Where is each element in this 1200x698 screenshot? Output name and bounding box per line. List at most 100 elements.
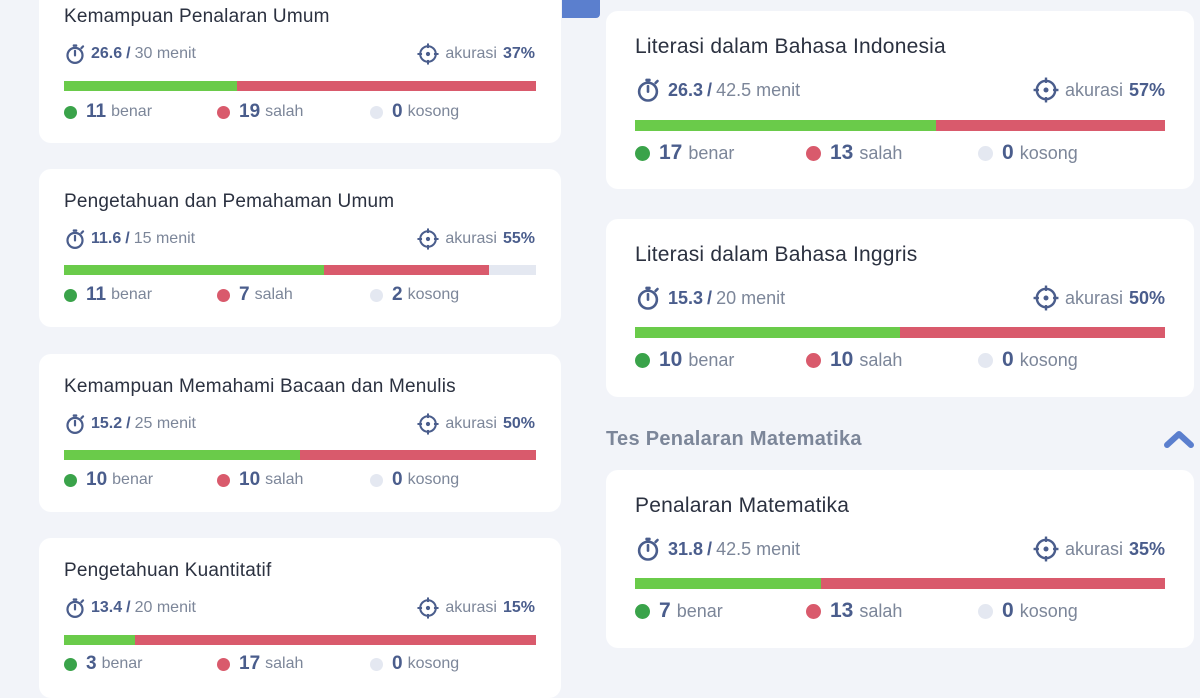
time-row: 26.6 / 30 menit xyxy=(64,43,196,65)
time-row: 15.3 / 20 menit xyxy=(635,285,785,311)
bar-correct-segment xyxy=(64,450,300,460)
time-separator: / xyxy=(126,599,131,616)
legend-empty: 0 kosong xyxy=(978,141,1078,165)
legend-wrong: 17 salah xyxy=(217,653,303,675)
subtest-card-literasi-inggris[interactable]: Literasi dalam Bahasa Inggris 15.3 / 20 … xyxy=(606,219,1194,397)
correct-label: benar xyxy=(111,286,153,303)
empty-dot xyxy=(370,657,383,671)
correct-dot xyxy=(64,657,77,671)
time-spent: 15.2 xyxy=(91,415,123,432)
stopwatch-icon xyxy=(64,228,86,250)
empty-label: kosong xyxy=(1019,349,1078,370)
legend-empty: 0 kosong xyxy=(370,653,459,675)
accuracy-label: akurasi xyxy=(1064,287,1123,308)
bar-correct-segment xyxy=(64,265,324,275)
time-spent: 11.6 xyxy=(91,230,122,247)
wrong-dot xyxy=(806,352,821,368)
empty-dot xyxy=(978,603,993,619)
legend-wrong: 13 salah xyxy=(806,599,902,623)
time-limit: 25 menit xyxy=(134,415,196,432)
progress-bar xyxy=(64,450,536,460)
accuracy-label: akurasi xyxy=(445,45,497,62)
correct-count: 11 xyxy=(86,284,107,305)
wrong-label: salah xyxy=(859,349,903,370)
wrong-label: salah xyxy=(254,286,293,303)
bar-correct-segment xyxy=(64,635,135,645)
wrong-label: salah xyxy=(859,600,903,621)
chevron-up-icon[interactable] xyxy=(1162,428,1196,450)
time-row: 26.3 / 42.5 menit xyxy=(635,77,800,103)
accuracy-label: akurasi xyxy=(445,599,497,616)
time-row: 31.8 / 42.5 menit xyxy=(635,536,800,562)
empty-label: kosong xyxy=(1019,142,1078,163)
accuracy-value: 35% xyxy=(1128,538,1165,559)
legend-wrong: 10 salah xyxy=(217,469,303,491)
wrong-label: salah xyxy=(265,471,304,488)
subtest-card-penalaran-matematika[interactable]: Penalaran Matematika 31.8 / 42.5 menit a… xyxy=(606,470,1194,648)
section-title: Tes Penalaran Matematika xyxy=(606,428,862,450)
crosshair-target-icon xyxy=(1033,285,1059,311)
accuracy-row: akurasi 15% xyxy=(417,597,535,619)
time-spent: 26.3 xyxy=(668,79,704,100)
progress-bar xyxy=(635,578,1165,589)
time-limit: 42.5 menit xyxy=(716,538,801,559)
time-limit: 42.5 menit xyxy=(716,79,801,100)
progress-bar xyxy=(64,265,536,275)
subtest-card-literasi-indonesia[interactable]: Literasi dalam Bahasa Indonesia 26.3 / 4… xyxy=(606,11,1194,189)
progress-bar xyxy=(635,120,1165,131)
accuracy-value: 15% xyxy=(502,599,535,616)
empty-dot xyxy=(370,288,383,302)
bar-wrong-segment xyxy=(134,635,536,645)
legend-empty: 0 kosong xyxy=(370,469,459,491)
correct-label: benar xyxy=(111,103,153,120)
crosshair-target-icon xyxy=(417,597,439,619)
time-limit: 15 menit xyxy=(133,230,196,247)
accuracy-label: akurasi xyxy=(1064,79,1123,100)
correct-label: benar xyxy=(101,655,143,672)
accuracy-value: 55% xyxy=(502,230,535,247)
wrong-dot xyxy=(217,657,230,671)
time-separator: / xyxy=(126,45,131,62)
bar-wrong-segment xyxy=(323,265,489,275)
subtest-card-penalaran-umum[interactable]: Kemampuan Penalaran Umum 26.6 / 30 menit… xyxy=(39,0,561,143)
legend-wrong: 19 salah xyxy=(217,101,303,123)
correct-label: benar xyxy=(688,349,735,370)
wrong-count: 7 xyxy=(239,284,250,305)
correct-dot xyxy=(635,352,650,368)
wrong-dot xyxy=(806,145,821,161)
time-spent: 15.3 xyxy=(668,287,704,308)
subtest-card-pengetahuan-umum[interactable]: Pengetahuan dan Pemahaman Umum 11.6 / 15… xyxy=(39,169,561,327)
correct-label: benar xyxy=(688,142,735,163)
bar-wrong-segment xyxy=(300,450,536,460)
time-separator: / xyxy=(707,287,713,308)
wrong-label: salah xyxy=(265,655,304,672)
subtest-card-kuantitatif[interactable]: Pengetahuan Kuantitatif 13.4 / 20 menit … xyxy=(39,538,561,698)
time-limit: 30 menit xyxy=(134,45,196,62)
legend-correct: 17 benar xyxy=(635,141,734,165)
time-spent: 13.4 xyxy=(91,599,123,616)
empty-dot xyxy=(370,105,383,119)
crosshair-target-icon xyxy=(1033,77,1059,103)
empty-count: 0 xyxy=(1002,348,1014,371)
progress-bar xyxy=(64,635,536,645)
wrong-count: 17 xyxy=(239,653,261,674)
card-title: Kemampuan Penalaran Umum xyxy=(64,6,330,27)
correct-dot xyxy=(64,105,77,119)
legend-empty: 0 kosong xyxy=(370,101,459,123)
stopwatch-icon xyxy=(635,536,661,562)
empty-dot xyxy=(370,473,383,487)
time-separator: / xyxy=(126,415,131,432)
empty-count: 0 xyxy=(392,469,403,490)
accuracy-row: akurasi 37% xyxy=(417,43,535,65)
stopwatch-icon xyxy=(635,285,661,311)
crosshair-target-icon xyxy=(417,228,439,250)
bar-wrong-segment xyxy=(900,327,1165,338)
bar-correct-segment xyxy=(635,578,821,589)
bar-wrong-segment xyxy=(820,578,1165,589)
accuracy-value: 57% xyxy=(1128,79,1165,100)
empty-label: kosong xyxy=(407,471,460,488)
card-title: Pengetahuan Kuantitatif xyxy=(64,560,272,581)
legend-empty: 0 kosong xyxy=(978,599,1078,623)
wrong-dot xyxy=(217,105,230,119)
subtest-card-bacaan-menulis[interactable]: Kemampuan Memahami Bacaan dan Menulis 15… xyxy=(39,354,561,512)
